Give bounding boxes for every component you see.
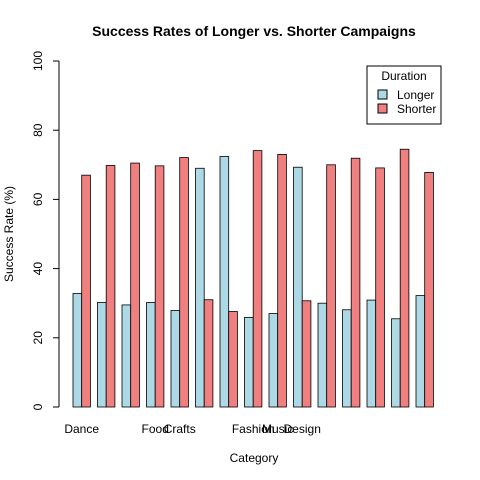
bar-shorter-4 [179,157,189,408]
y-tick-label: 0 [31,403,45,410]
x-tick-label-fashion: Fashion [232,422,275,436]
bars [72,148,434,408]
bar-longer-12 [366,299,377,408]
bar-longer-0 [72,293,83,408]
y-ticks: 0 20 40 60 80 100 [31,51,59,410]
legend-label-shorter: Shorter [397,102,436,116]
bar-longer-7 [244,316,254,408]
bar-longer-3 [146,302,156,408]
x-tick-label-dance: Dance [64,422,99,436]
bar-longer-14 [415,295,426,408]
bar-longer-9 [293,166,303,408]
bar-shorter-13 [399,148,410,408]
bar-shorter-10 [326,164,336,408]
y-tick-label: 60 [31,192,45,206]
x-tick-label-design: Design [284,422,321,436]
bar-longer-6 [219,156,230,408]
bar-shorter-2 [130,162,140,408]
legend: Duration Longer Shorter [366,65,442,125]
bar-shorter-8 [277,154,287,408]
bar-longer-10 [317,302,328,408]
x-tick-label-music: Music [262,422,293,436]
bar-longer-4 [170,310,181,408]
bar-shorter-12 [375,167,385,408]
bar-longer-8 [268,313,279,408]
y-tick-label: 100 [31,51,45,71]
chart-title: Success Rates of Longer vs. Shorter Camp… [92,23,416,39]
legend-swatch-shorter [377,103,388,114]
bar-shorter-9 [301,300,312,408]
bar-shorter-7 [252,150,263,408]
bar-shorter-0 [81,174,91,408]
y-tick-label: 40 [31,262,45,276]
y-tick-label: 80 [31,123,45,137]
bar-shorter-11 [350,157,361,408]
legend-label-longer: Longer [397,88,434,102]
legend-swatch-longer [377,89,388,100]
y-axis-label: Success Rate (%) [2,186,16,282]
bar-longer-1 [97,302,107,408]
x-axis-label: Category [230,451,279,465]
bar-longer-2 [121,304,132,408]
legend-title: Duration [381,69,426,83]
bar-shorter-14 [424,172,434,408]
y-tick-label: 20 [31,331,45,345]
bar-longer-13 [391,318,401,408]
bar-shorter-5 [203,299,214,408]
bar-shorter-1 [105,165,116,408]
bar-longer-5 [195,167,205,408]
bar-longer-11 [342,309,352,408]
bar-shorter-3 [154,165,165,408]
bar-shorter-6 [228,311,238,408]
x-tick-label-food: Food [142,422,169,436]
x-tick-label-crafts: Crafts [164,422,196,436]
